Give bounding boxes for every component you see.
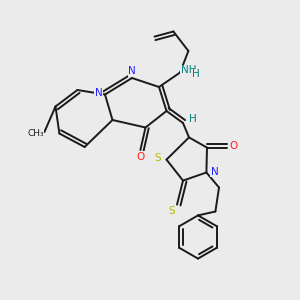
Text: CH₃: CH₃ <box>27 129 44 138</box>
Text: O: O <box>229 141 238 152</box>
Text: N: N <box>94 88 102 98</box>
Text: S: S <box>168 206 175 216</box>
Text: N: N <box>128 66 136 76</box>
Text: S: S <box>154 153 161 163</box>
Text: H: H <box>192 69 200 79</box>
Text: H: H <box>189 113 196 124</box>
Text: NH: NH <box>181 65 196 75</box>
Text: O: O <box>136 152 145 162</box>
Text: N: N <box>211 167 219 177</box>
